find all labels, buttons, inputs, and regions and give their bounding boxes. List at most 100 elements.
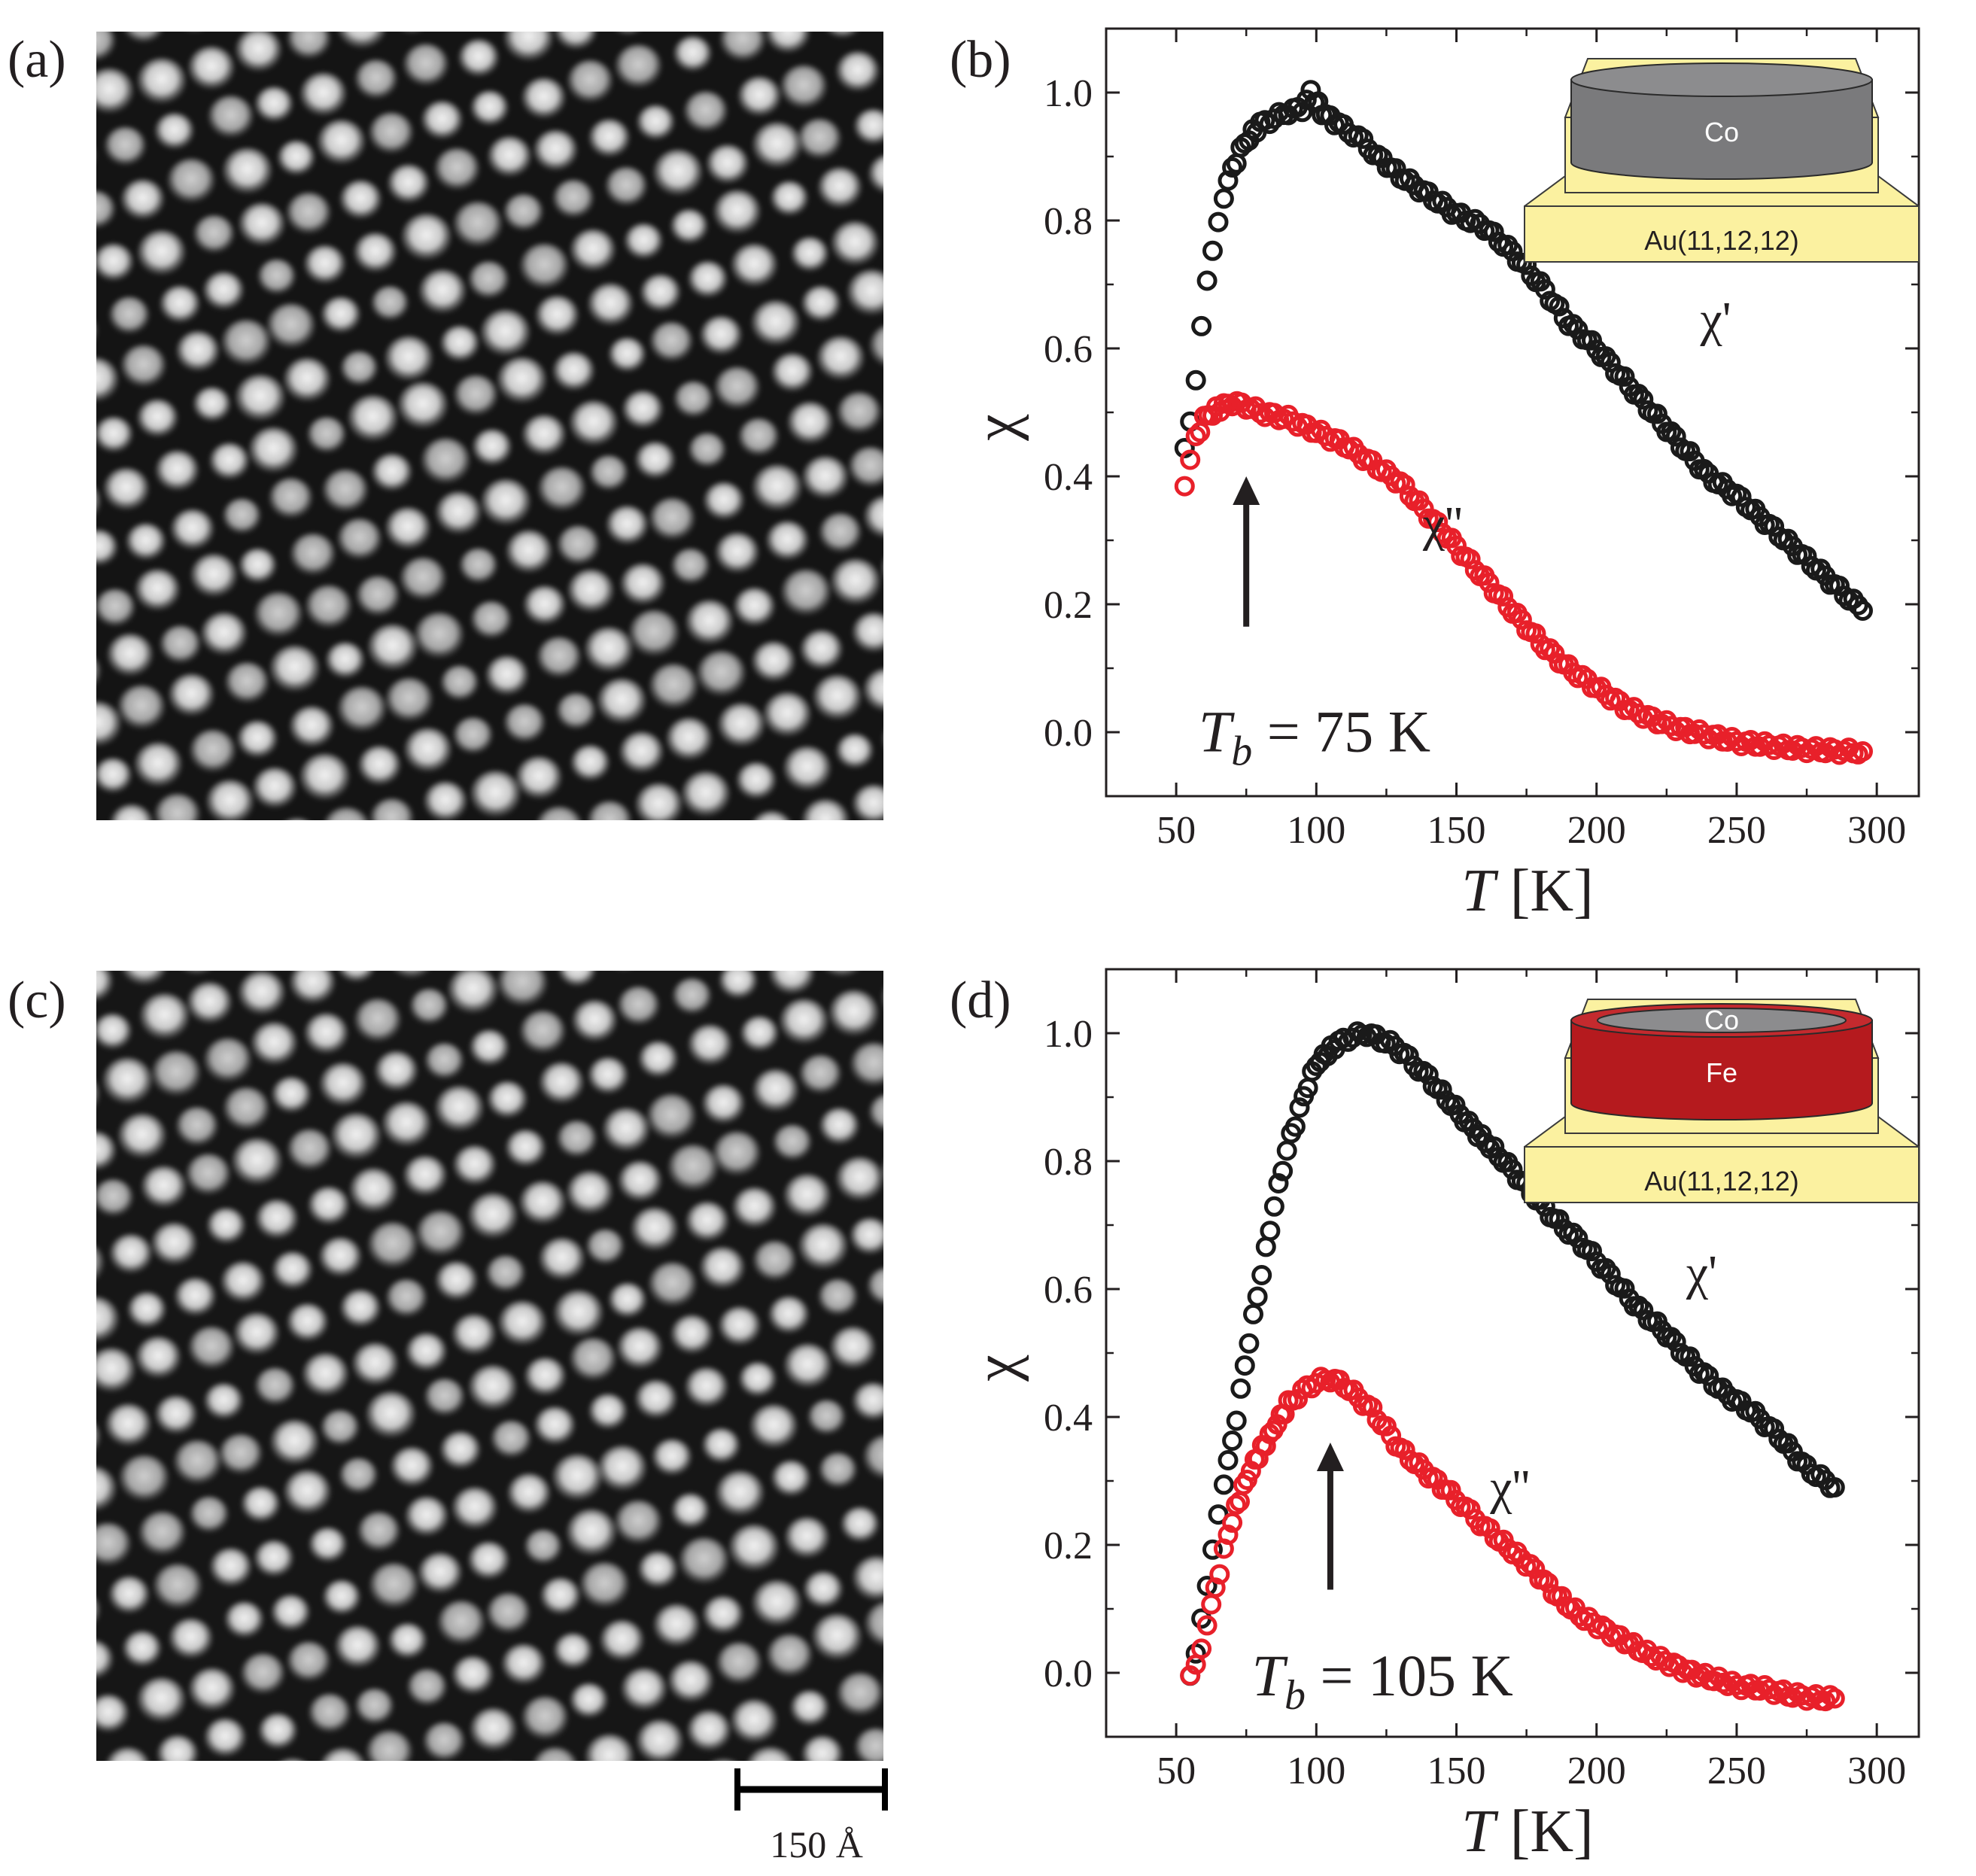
stm-island xyxy=(819,512,862,554)
stm-island xyxy=(850,1041,883,1087)
stm-island xyxy=(835,1156,883,1203)
stm-island xyxy=(487,1081,527,1120)
data-point xyxy=(1196,270,1218,291)
y-axis-label: χ xyxy=(963,1355,1029,1382)
stm-island xyxy=(566,1170,613,1215)
substrate-front xyxy=(1524,1146,1920,1203)
stm-island xyxy=(539,1237,585,1282)
stm-island xyxy=(670,1314,713,1355)
stm-island xyxy=(470,90,509,127)
data-point xyxy=(1764,516,1785,537)
stm-island xyxy=(487,135,532,178)
stm-island xyxy=(57,1760,106,1807)
data-point xyxy=(1191,1638,1212,1659)
stm-island xyxy=(190,553,238,598)
stm-island xyxy=(706,144,749,185)
stm-island xyxy=(206,1207,246,1245)
stm-island xyxy=(254,86,293,123)
stm-island xyxy=(318,1236,362,1279)
data-point xyxy=(1731,486,1752,507)
stm-island xyxy=(173,1439,222,1485)
stm-island xyxy=(616,32,640,36)
stm-island xyxy=(182,971,211,975)
stm-island xyxy=(96,1598,101,1623)
stm-island xyxy=(57,822,103,865)
stm-island xyxy=(266,303,316,350)
stm-island xyxy=(686,1201,729,1243)
data-point xyxy=(1460,549,1481,570)
x-tick-label: 300 xyxy=(1847,809,1906,852)
stm-island xyxy=(96,488,102,515)
data-point xyxy=(1209,1564,1230,1585)
stm-island xyxy=(638,1040,678,1079)
stm-island xyxy=(807,1399,846,1436)
stm-island xyxy=(848,446,883,488)
stm-island xyxy=(371,453,412,493)
stm-island xyxy=(403,727,452,774)
chart-d: 50 100 150 200 250 300 0.0 0.2 0.4 0.6 0.8 1.0 T [K]… xyxy=(963,968,1920,1865)
label-chi-double-prime: χ'' xyxy=(1489,1460,1530,1515)
stm-island xyxy=(238,202,286,248)
stm-island xyxy=(159,625,202,664)
stm-island xyxy=(852,784,883,820)
stm-island xyxy=(614,44,662,90)
data-point xyxy=(1460,1499,1481,1520)
stm-island xyxy=(254,591,303,639)
stm-island xyxy=(688,1024,732,1066)
stm-island xyxy=(588,118,631,159)
stm-island xyxy=(321,1747,365,1761)
stm-island xyxy=(258,1713,298,1750)
stm-island xyxy=(104,126,147,167)
stm-island xyxy=(719,32,766,62)
stm-island xyxy=(337,971,375,984)
stm-island xyxy=(790,1689,829,1727)
x-tick-label: 300 xyxy=(1847,1750,1906,1792)
stm-island xyxy=(96,658,102,686)
stm-island xyxy=(567,569,615,614)
data-point xyxy=(1520,1554,1541,1575)
stm-island xyxy=(646,1093,697,1141)
stm-island xyxy=(468,1364,518,1412)
stm-island xyxy=(168,673,214,718)
stm-island xyxy=(283,1470,331,1516)
stm-island xyxy=(137,57,187,105)
stm-island xyxy=(187,32,202,33)
data-point xyxy=(1680,441,1701,462)
stm-island xyxy=(337,686,387,733)
y-tick-label: 0.4 xyxy=(1044,456,1093,499)
stm-island xyxy=(160,284,201,324)
stm-island xyxy=(537,636,582,680)
stm-island xyxy=(738,1361,777,1398)
stm-island xyxy=(653,1604,700,1648)
stm-island xyxy=(96,1082,100,1107)
data-point xyxy=(1525,623,1546,644)
stm-island xyxy=(439,325,480,363)
data-point xyxy=(1418,1064,1439,1085)
stm-island xyxy=(459,547,498,585)
stm-island xyxy=(634,441,676,480)
stm-island xyxy=(567,59,613,104)
stm-island xyxy=(388,1622,427,1660)
stm-island xyxy=(435,1260,478,1302)
fe-label: Fe xyxy=(1706,1057,1737,1088)
data-point xyxy=(1289,1097,1310,1118)
stm-island xyxy=(96,416,133,454)
stm-island xyxy=(733,587,776,628)
stm-island xyxy=(421,100,464,141)
stm-island xyxy=(752,1240,797,1282)
data-point xyxy=(1801,555,1822,576)
stm-island xyxy=(817,166,862,210)
data-point xyxy=(1628,1295,1649,1316)
y-tick-label: 0.2 xyxy=(1044,1525,1093,1567)
stm-island xyxy=(868,154,883,195)
stm-island xyxy=(752,1069,799,1113)
stm-island xyxy=(713,366,761,411)
data-point xyxy=(1180,1665,1201,1686)
stm-island xyxy=(336,518,382,561)
stm-island xyxy=(521,77,566,120)
data-point xyxy=(1362,1397,1383,1418)
x-tick-label: 250 xyxy=(1707,1750,1766,1792)
stm-island xyxy=(268,477,313,520)
data-point xyxy=(1665,1331,1686,1352)
stm-island xyxy=(553,1290,604,1338)
